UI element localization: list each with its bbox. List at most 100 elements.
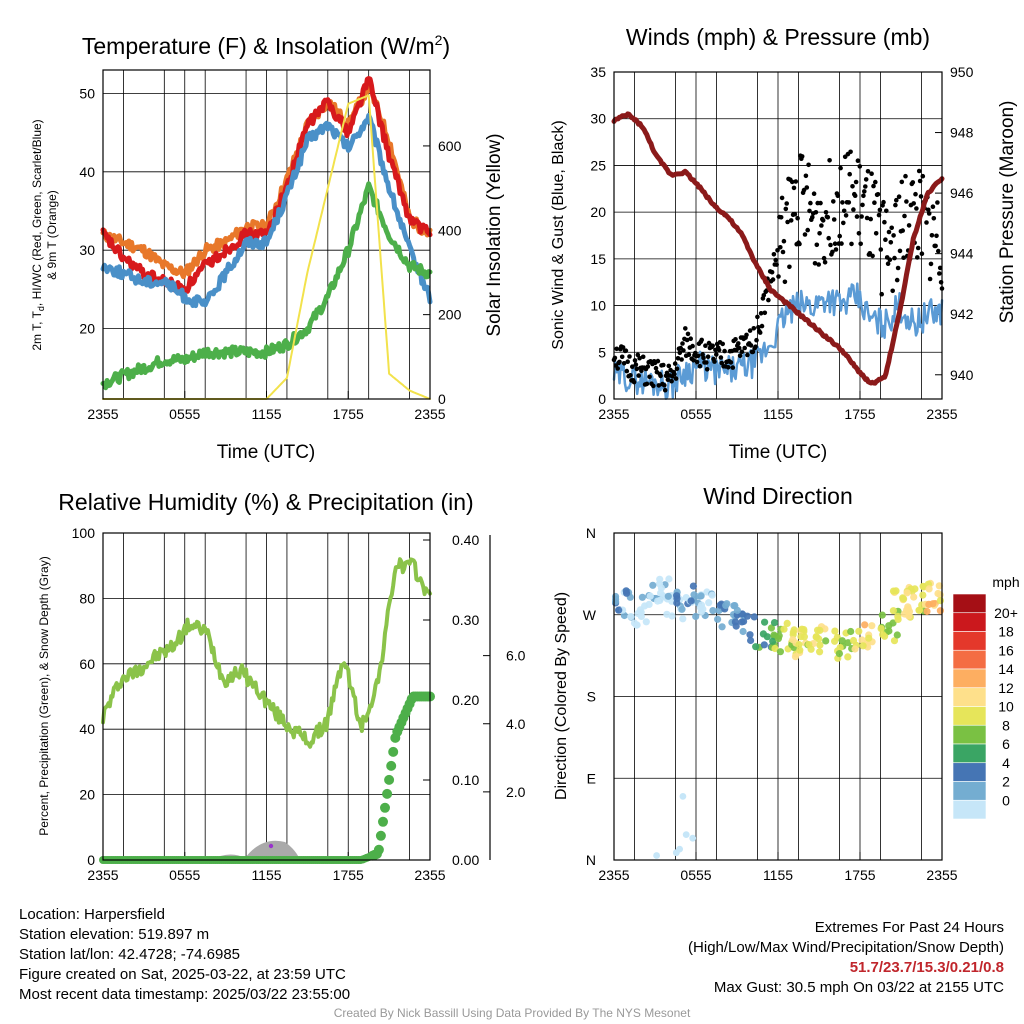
gust-point [840,200,845,205]
snow-tick-label: 6.0 [506,648,526,664]
snow-tick-label: 4.0 [506,716,526,732]
gust-point [799,154,805,159]
direction-point [878,611,886,619]
temp-y2tick-label: 600 [438,138,462,154]
precip-point [378,816,388,827]
gust-point [669,378,674,384]
gust-point [623,348,629,354]
extremes-subtitle: (High/Low/Max Wind/Precipitation/Snow De… [688,939,1004,956]
recent-text: Most recent data timestamp: 2025/03/22 2… [19,986,351,1003]
wind-y2tick-label: 946 [950,185,974,201]
precip-point [375,830,386,841]
direction-point [838,637,846,645]
wind-frame [613,71,943,400]
direction-point [718,623,726,631]
direction-point [868,622,876,630]
temp-ytick-label: 50 [79,86,95,102]
gust-point [914,206,919,211]
gust-point [937,265,943,271]
rh-xtick-label: 2355 [414,867,445,883]
location-text: Location: Harpersfield [19,906,165,923]
gust-point [819,223,824,228]
gust-point [755,314,760,320]
direction-point [682,831,690,838]
gust-point [704,360,709,365]
gust-point [757,330,763,335]
gust-point [903,173,908,179]
precip-point [382,788,393,799]
wdir-frame [613,532,943,861]
gust-point [877,207,883,213]
gust-point [814,242,820,248]
direction-point [770,619,779,627]
temp-xtick-label: 2355 [414,406,445,422]
colorbar-label: 8 [1002,717,1010,733]
direction-point [708,591,716,599]
gust-point [645,364,651,369]
gust-point [712,359,717,364]
gust-point [736,345,742,351]
colorbar-swatch [952,762,987,782]
temperature-panel: 2355 0555 1155 1755 2355 20 30 40 50 0 200 400 600 [79,69,462,422]
gust-point [890,288,895,294]
snow-depth-marker [268,843,274,849]
temp-y2tick-label: 0 [438,391,446,407]
colorbar-swatch [952,612,987,632]
direction-point [800,633,809,641]
gust-point [825,215,831,220]
gust-point [699,337,704,343]
direction-point [620,611,629,620]
gust-point [927,276,933,282]
gust-point [826,235,831,241]
temp-ytick-label: 30 [79,242,95,258]
direction-point [865,634,873,642]
rh-y2tick-label: 0.40 [452,532,479,548]
gust-point [873,179,878,185]
temp-xtick-label: 2355 [87,406,118,422]
gust-point [666,363,672,369]
wdir-xtick-label: 1155 [763,867,793,883]
gust-point [885,261,891,267]
colorbar-label: 4 [1002,755,1010,771]
gust-point [831,217,837,222]
gust-point [900,228,905,233]
direction-point [774,635,783,643]
gust-point [841,220,846,226]
gust-point [808,200,813,206]
gust-point [857,164,863,169]
direction-point [816,648,824,656]
gust-point [919,251,925,256]
gust-point [634,366,640,372]
direction-point [925,600,933,609]
direction-point [663,610,671,618]
gust-point [775,248,780,253]
rh-ytick-label: 100 [72,525,96,541]
gust-point [795,215,800,221]
gust-point [860,202,865,208]
gust-point [895,265,901,271]
gust-point [716,347,722,353]
gust-point [813,210,819,215]
rh-xtick-label: 2355 [87,867,118,883]
temp-y2label: Solar Insolation (Yellow) [484,133,505,336]
direction-point [893,631,901,639]
direction-point [699,605,707,613]
temp-xtick-label: 1155 [251,406,281,422]
gust-point [911,201,916,206]
wind-ytick-label: 25 [590,157,606,173]
gust-point [901,255,906,260]
gust-point [624,368,630,374]
gust-point [837,233,842,239]
wind-y2label: Station Pressure (Maroon) [997,101,1018,324]
gust-point [899,179,905,185]
direction-point [673,592,681,600]
latlon-text: Station lat/lon: 42.4728; -74.6985 [19,946,241,963]
gust-point [910,180,916,185]
direction-point [672,849,680,857]
gust-point [720,341,725,347]
direction-point [780,625,788,633]
direction-point [905,612,913,620]
gust-point [843,213,849,218]
direction-point [835,650,844,658]
gust-point [892,255,897,261]
